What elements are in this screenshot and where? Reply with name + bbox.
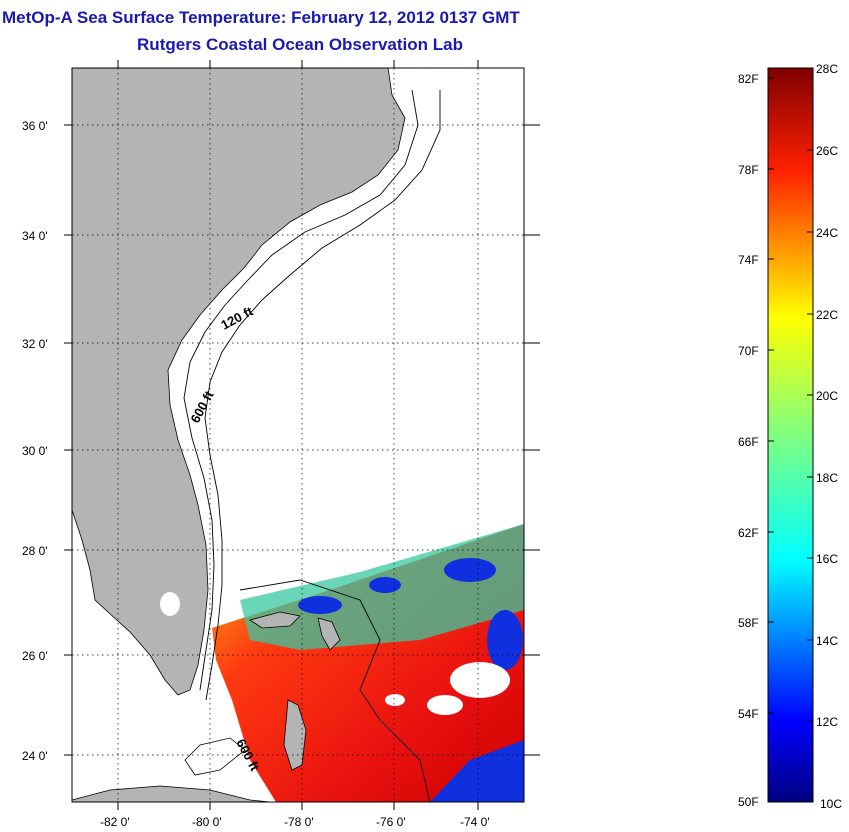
colorbar-ticks [768, 77, 813, 722]
lat-label-24: 24 0' [22, 749, 48, 763]
lat-label-30: 30 0' [22, 444, 48, 458]
map-title: MetOp-A Sea Surface Temperature: Februar… [2, 8, 520, 27]
colorbar-c-24: 24C [816, 226, 838, 240]
lat-label-26: 26 0' [22, 649, 48, 663]
colorbar-f-62: 62F [738, 526, 759, 540]
map-gridlines [72, 68, 524, 802]
isobath-bahamas [239, 579, 431, 802]
isobath-florida-straits [184, 737, 246, 776]
colorbar-c-12: 12C [816, 715, 838, 729]
lon-label-76: -76 0' [376, 815, 406, 829]
colorbar-f-74: 74F [738, 253, 759, 267]
lon-label-74: -74 0' [460, 815, 490, 829]
colorbar-c-20: 20C [816, 389, 838, 403]
colorbar-f-78: 78F [738, 163, 759, 177]
land-us-east-coast [72, 68, 406, 696]
lake-okeechobee [160, 592, 180, 616]
colorbar [767, 67, 814, 803]
colorbar-c-26: 26C [816, 144, 838, 158]
map-frame [71, 67, 525, 803]
map-ticks [64, 60, 540, 810]
colorbar-f-54: 54F [738, 707, 759, 721]
land-grand-bahama [249, 611, 301, 629]
lat-label-28: 28 0' [22, 544, 48, 558]
colorbar-c-14: 14C [816, 634, 838, 648]
isobath-120ft [183, 89, 419, 691]
colorbar-f-50: 50F [738, 795, 759, 809]
land-andros [283, 699, 307, 771]
colorbar-c-18: 18C [816, 471, 838, 485]
lon-label-80: -80 0' [192, 815, 222, 829]
colorbar-f-66: 66F [738, 435, 759, 449]
sst-cold-patches [298, 558, 524, 802]
isobath-600ft [204, 90, 441, 701]
colorbar-c-16: 16C [816, 552, 838, 566]
colorbar-c-22: 22C [816, 308, 838, 322]
colorbar-c-28: 28C [816, 62, 838, 76]
colorbar-f-82: 82F [738, 72, 759, 86]
map-subtitle: Rutgers Coastal Ocean Observation Lab [137, 35, 463, 54]
lon-label-78: -78 0' [284, 815, 314, 829]
lat-label-36: 36 0' [22, 119, 48, 133]
land-abaco [317, 617, 341, 651]
colorbar-c-10: 10C [820, 797, 842, 811]
colorbar-f-70: 70F [738, 344, 759, 358]
lat-label-34: 34 0' [22, 229, 48, 243]
sst-cloud-gaps [385, 662, 510, 715]
lat-label-32: 32 0' [22, 337, 48, 351]
lon-label-82: -82 0' [100, 815, 130, 829]
colorbar-f-58: 58F [738, 616, 759, 630]
